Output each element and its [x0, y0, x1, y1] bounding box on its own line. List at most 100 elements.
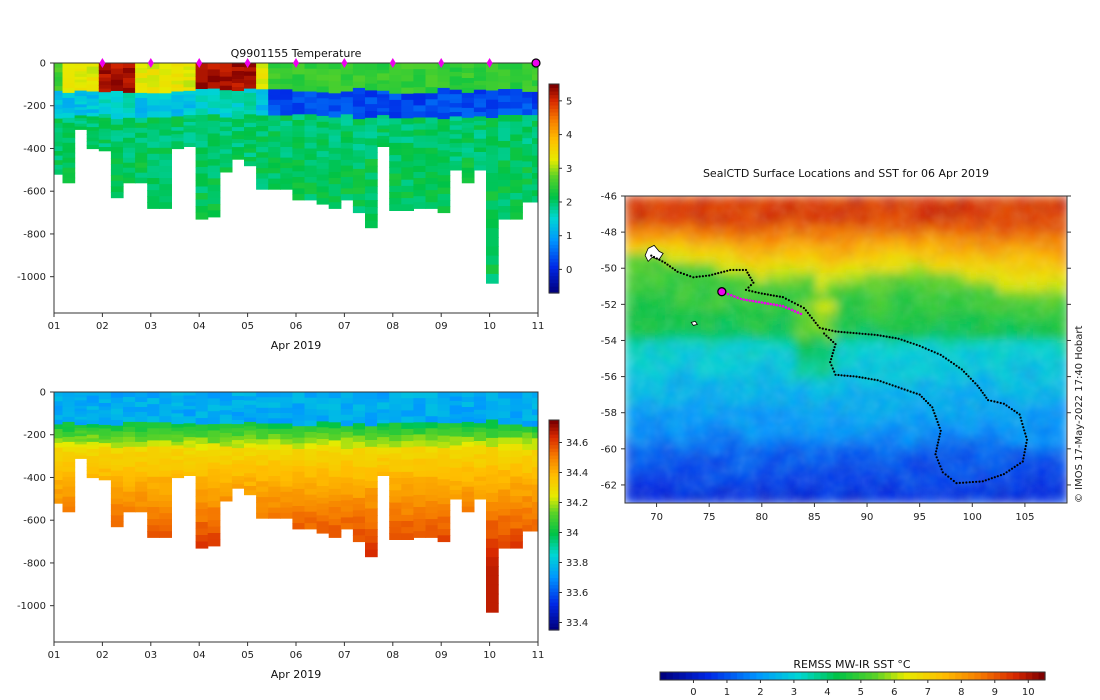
profile-cell: [532, 513, 538, 520]
profile-cell: [522, 455, 535, 463]
profile-cell: [377, 444, 390, 449]
profile-cell: [352, 63, 366, 70]
profile-cell: [437, 75, 451, 83]
profile-cell: [292, 477, 306, 484]
profile-cell: [62, 142, 76, 149]
profile-cell: [171, 470, 185, 475]
profile-cell: [54, 466, 64, 472]
profile-cell: [268, 136, 281, 143]
profile-cell: [437, 131, 451, 139]
profile-cell: [98, 81, 112, 86]
profile-cell: [135, 421, 148, 428]
profile-cell: [401, 527, 414, 534]
profile-cell: [123, 392, 136, 398]
profile-cell: [256, 444, 269, 451]
profile-cell: [219, 131, 233, 137]
profile-cell: [74, 63, 88, 67]
profile-cell: [461, 501, 475, 508]
profile-cell: [195, 147, 209, 155]
profile-cell: [413, 75, 427, 82]
profile-cell: [268, 470, 281, 477]
track-point: [650, 254, 653, 257]
track-point: [775, 295, 778, 298]
track-point: [829, 361, 832, 364]
profile-cell: [437, 156, 451, 164]
profile-cell: [183, 94, 197, 99]
profile-cell: [195, 496, 209, 504]
profile-cell: [437, 416, 451, 424]
track-point: [843, 374, 846, 377]
profile-cell: [437, 522, 451, 530]
colorbar-step: [549, 84, 559, 89]
profile-cell: [352, 529, 366, 536]
profile-cell: [268, 449, 281, 456]
track-point: [958, 481, 961, 484]
profile-cell: [159, 458, 172, 466]
profile-cell: [340, 426, 354, 433]
profile-cell: [532, 507, 538, 515]
profile-cell: [473, 445, 487, 451]
profile-cell: [328, 458, 342, 466]
profile-cell: [328, 202, 342, 209]
profile-cell: [413, 153, 427, 161]
profile-cell: [86, 416, 100, 422]
profile-cell: [449, 454, 463, 460]
profile-cell: [292, 397, 306, 404]
profile-cell: [401, 204, 414, 211]
profile-cell: [183, 87, 197, 92]
profile-cell: [340, 414, 354, 422]
profile-cell: [352, 119, 366, 126]
profile-cell: [413, 99, 427, 106]
track-point: [915, 343, 918, 346]
profile-cell: [135, 162, 148, 169]
profile-cell: [401, 192, 414, 199]
track-point: [935, 447, 938, 450]
profile-cell: [135, 177, 148, 184]
colorbar-step: [549, 500, 559, 505]
profile-cell: [171, 466, 185, 471]
profile-cell: [244, 118, 257, 124]
profile-cell: [280, 168, 293, 174]
profile-cell: [425, 105, 439, 113]
colorbar-tick-label: 34.2: [566, 498, 588, 509]
profile-cell: [256, 481, 269, 488]
profile-cell: [425, 422, 439, 429]
profile-cell: [171, 406, 185, 411]
colorbar-step: [987, 672, 995, 680]
profile-cell: [316, 104, 330, 111]
recent-track-point: [733, 295, 736, 298]
track-point: [909, 341, 912, 344]
track-point: [837, 373, 840, 377]
profile-cell: [473, 71, 487, 77]
profile-cell: [159, 410, 172, 417]
profile-cell: [461, 87, 475, 94]
profile-cell: [532, 478, 538, 486]
profile-cell: [183, 129, 197, 134]
profile-cell: [159, 172, 172, 179]
profile-cell: [231, 71, 245, 76]
profile-cell: [256, 152, 269, 159]
profile-cell: [510, 69, 523, 77]
profile-cell: [437, 504, 451, 511]
profile-cell: [389, 136, 402, 144]
profile-cell: [389, 416, 402, 424]
track-point: [876, 379, 879, 382]
profile-cell: [377, 104, 390, 109]
profile-cell: [280, 84, 293, 90]
colorbar-step: [549, 136, 559, 141]
profile-cell: [268, 491, 281, 498]
colorbar-tick-label: 8: [958, 687, 964, 698]
profile-cell: [183, 76, 197, 81]
profile-cell: [532, 438, 538, 445]
profile-cell: [352, 516, 366, 524]
profile-cell: [195, 470, 209, 478]
profile-cell: [401, 465, 414, 473]
profile-cell: [256, 476, 269, 482]
profile-cell: [159, 105, 172, 113]
profile-cell: [86, 402, 100, 407]
profile-cell: [268, 115, 281, 122]
colorbar-step: [897, 672, 905, 680]
profile-cell: [522, 91, 535, 99]
profile-cell: [389, 112, 402, 119]
profile-cell: [256, 94, 269, 101]
